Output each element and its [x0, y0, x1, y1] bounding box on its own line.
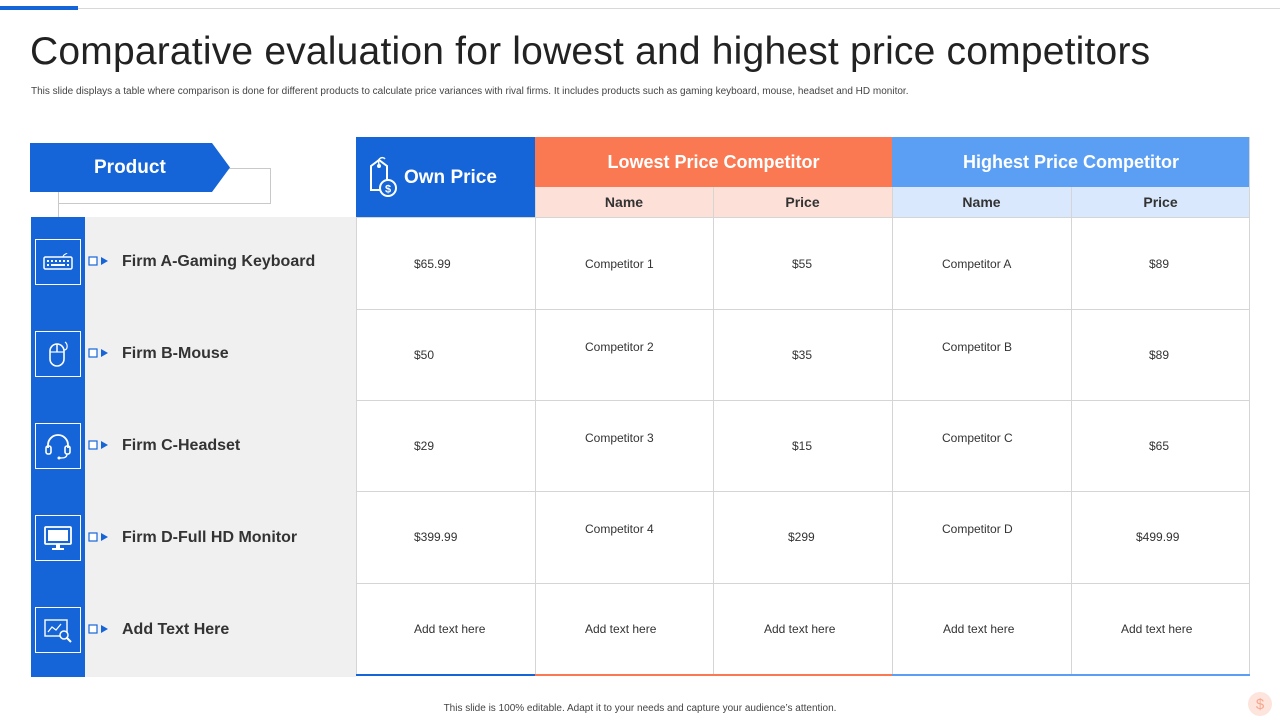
page-footer: This slide is 100% editable. Adapt it to…	[443, 703, 837, 714]
product-header: Product	[30, 143, 230, 192]
table-grid-line	[356, 217, 357, 676]
highest-name-cell: Competitor D	[942, 522, 1013, 536]
highest-name-cell: Add text here	[943, 622, 1015, 636]
product-icon-strip	[31, 217, 85, 677]
bullet-icon	[88, 256, 108, 266]
highest-price-cell: $65	[1149, 439, 1170, 453]
highest-bottom-border	[892, 674, 1250, 676]
table-grid-line	[1249, 137, 1250, 676]
product-label: Add Text Here	[122, 621, 230, 638]
price-tag-icon: $	[370, 156, 397, 197]
product-label: Firm D-Full HD Monitor	[122, 529, 298, 546]
bullet-icon	[88, 532, 108, 542]
own-price-cell: Add text here	[414, 622, 486, 636]
table-grid-line	[356, 491, 1250, 492]
product-header-connector	[58, 204, 59, 218]
highest-name-cell: Competitor A	[942, 257, 1012, 271]
monitor-icon	[35, 515, 81, 561]
dollar-watermark-icon: $	[1248, 692, 1272, 716]
own-price-cell: $65.99	[414, 257, 451, 271]
table-grid-line	[1071, 187, 1072, 676]
lowest-price-cell: $299	[788, 530, 815, 544]
own-price-header-label: Own Price	[404, 167, 497, 188]
table-grid-line	[356, 217, 1250, 218]
headset-icon	[35, 423, 81, 469]
highest-price-header: Highest Price Competitor	[892, 137, 1250, 187]
highest-price-cell: $89	[1149, 348, 1170, 362]
table-grid-line	[713, 187, 714, 676]
highest-name-cell: Competitor C	[942, 431, 1013, 445]
highest-price-cell: $499.99	[1136, 530, 1180, 544]
lowest-price-cell: $15	[792, 439, 813, 453]
lowest-name-cell: Add text here	[585, 622, 657, 636]
table-grid-line	[356, 583, 1250, 584]
product-label: Firm B-Mouse	[122, 345, 229, 362]
product-label-column	[85, 217, 356, 677]
bullet-icon	[88, 440, 108, 450]
own-price-header: $ Own Price	[356, 137, 535, 217]
lowest-name-cell: Competitor 1	[585, 257, 654, 271]
table-grid-line	[892, 187, 893, 676]
own-price-cell: $399.99	[414, 530, 458, 544]
own-price-bottom-border	[356, 674, 535, 676]
lowest-price-cell: Add text here	[764, 622, 836, 636]
top-divider	[78, 8, 1280, 9]
highest-price-cell: Add text here	[1121, 622, 1193, 636]
analytics-search-icon	[35, 607, 81, 653]
highest-price-subheader: Price	[1071, 187, 1250, 217]
product-header-label: Product	[94, 157, 166, 178]
table-grid-line	[535, 187, 536, 676]
own-price-cell: $29	[414, 439, 435, 453]
lowest-name-subheader: Name	[535, 187, 713, 217]
lowest-bottom-border	[535, 674, 892, 676]
table-grid-line	[356, 309, 1250, 310]
lowest-name-cell: Competitor 2	[585, 340, 654, 354]
own-price-cell: $50	[414, 348, 435, 362]
lowest-price-cell: $35	[792, 348, 813, 362]
page-title: Comparative evaluation for lowest and hi…	[30, 30, 1151, 73]
page-subtitle: This slide displays a table where compar…	[31, 86, 909, 97]
lowest-name-cell: Competitor 4	[585, 522, 654, 536]
product-label: Firm A-Gaming Keyboard	[122, 253, 316, 270]
svg-text:$: $	[385, 184, 391, 196]
lowest-price-cell: $55	[792, 257, 813, 271]
lowest-price-subheader: Price	[713, 187, 892, 217]
highest-price-cell: $89	[1149, 257, 1170, 271]
bullet-icon	[88, 348, 108, 358]
lowest-price-header: Lowest Price Competitor	[535, 137, 892, 187]
lowest-name-cell: Competitor 3	[585, 431, 654, 445]
product-label: Firm C-Headset	[122, 437, 241, 454]
table-grid-line	[356, 400, 1250, 401]
keyboard-icon	[35, 239, 81, 285]
top-accent-bar	[0, 6, 78, 10]
highest-name-subheader: Name	[892, 187, 1071, 217]
mouse-icon	[35, 331, 81, 377]
highest-name-cell: Competitor B	[942, 340, 1013, 354]
bullet-icon	[88, 624, 108, 634]
